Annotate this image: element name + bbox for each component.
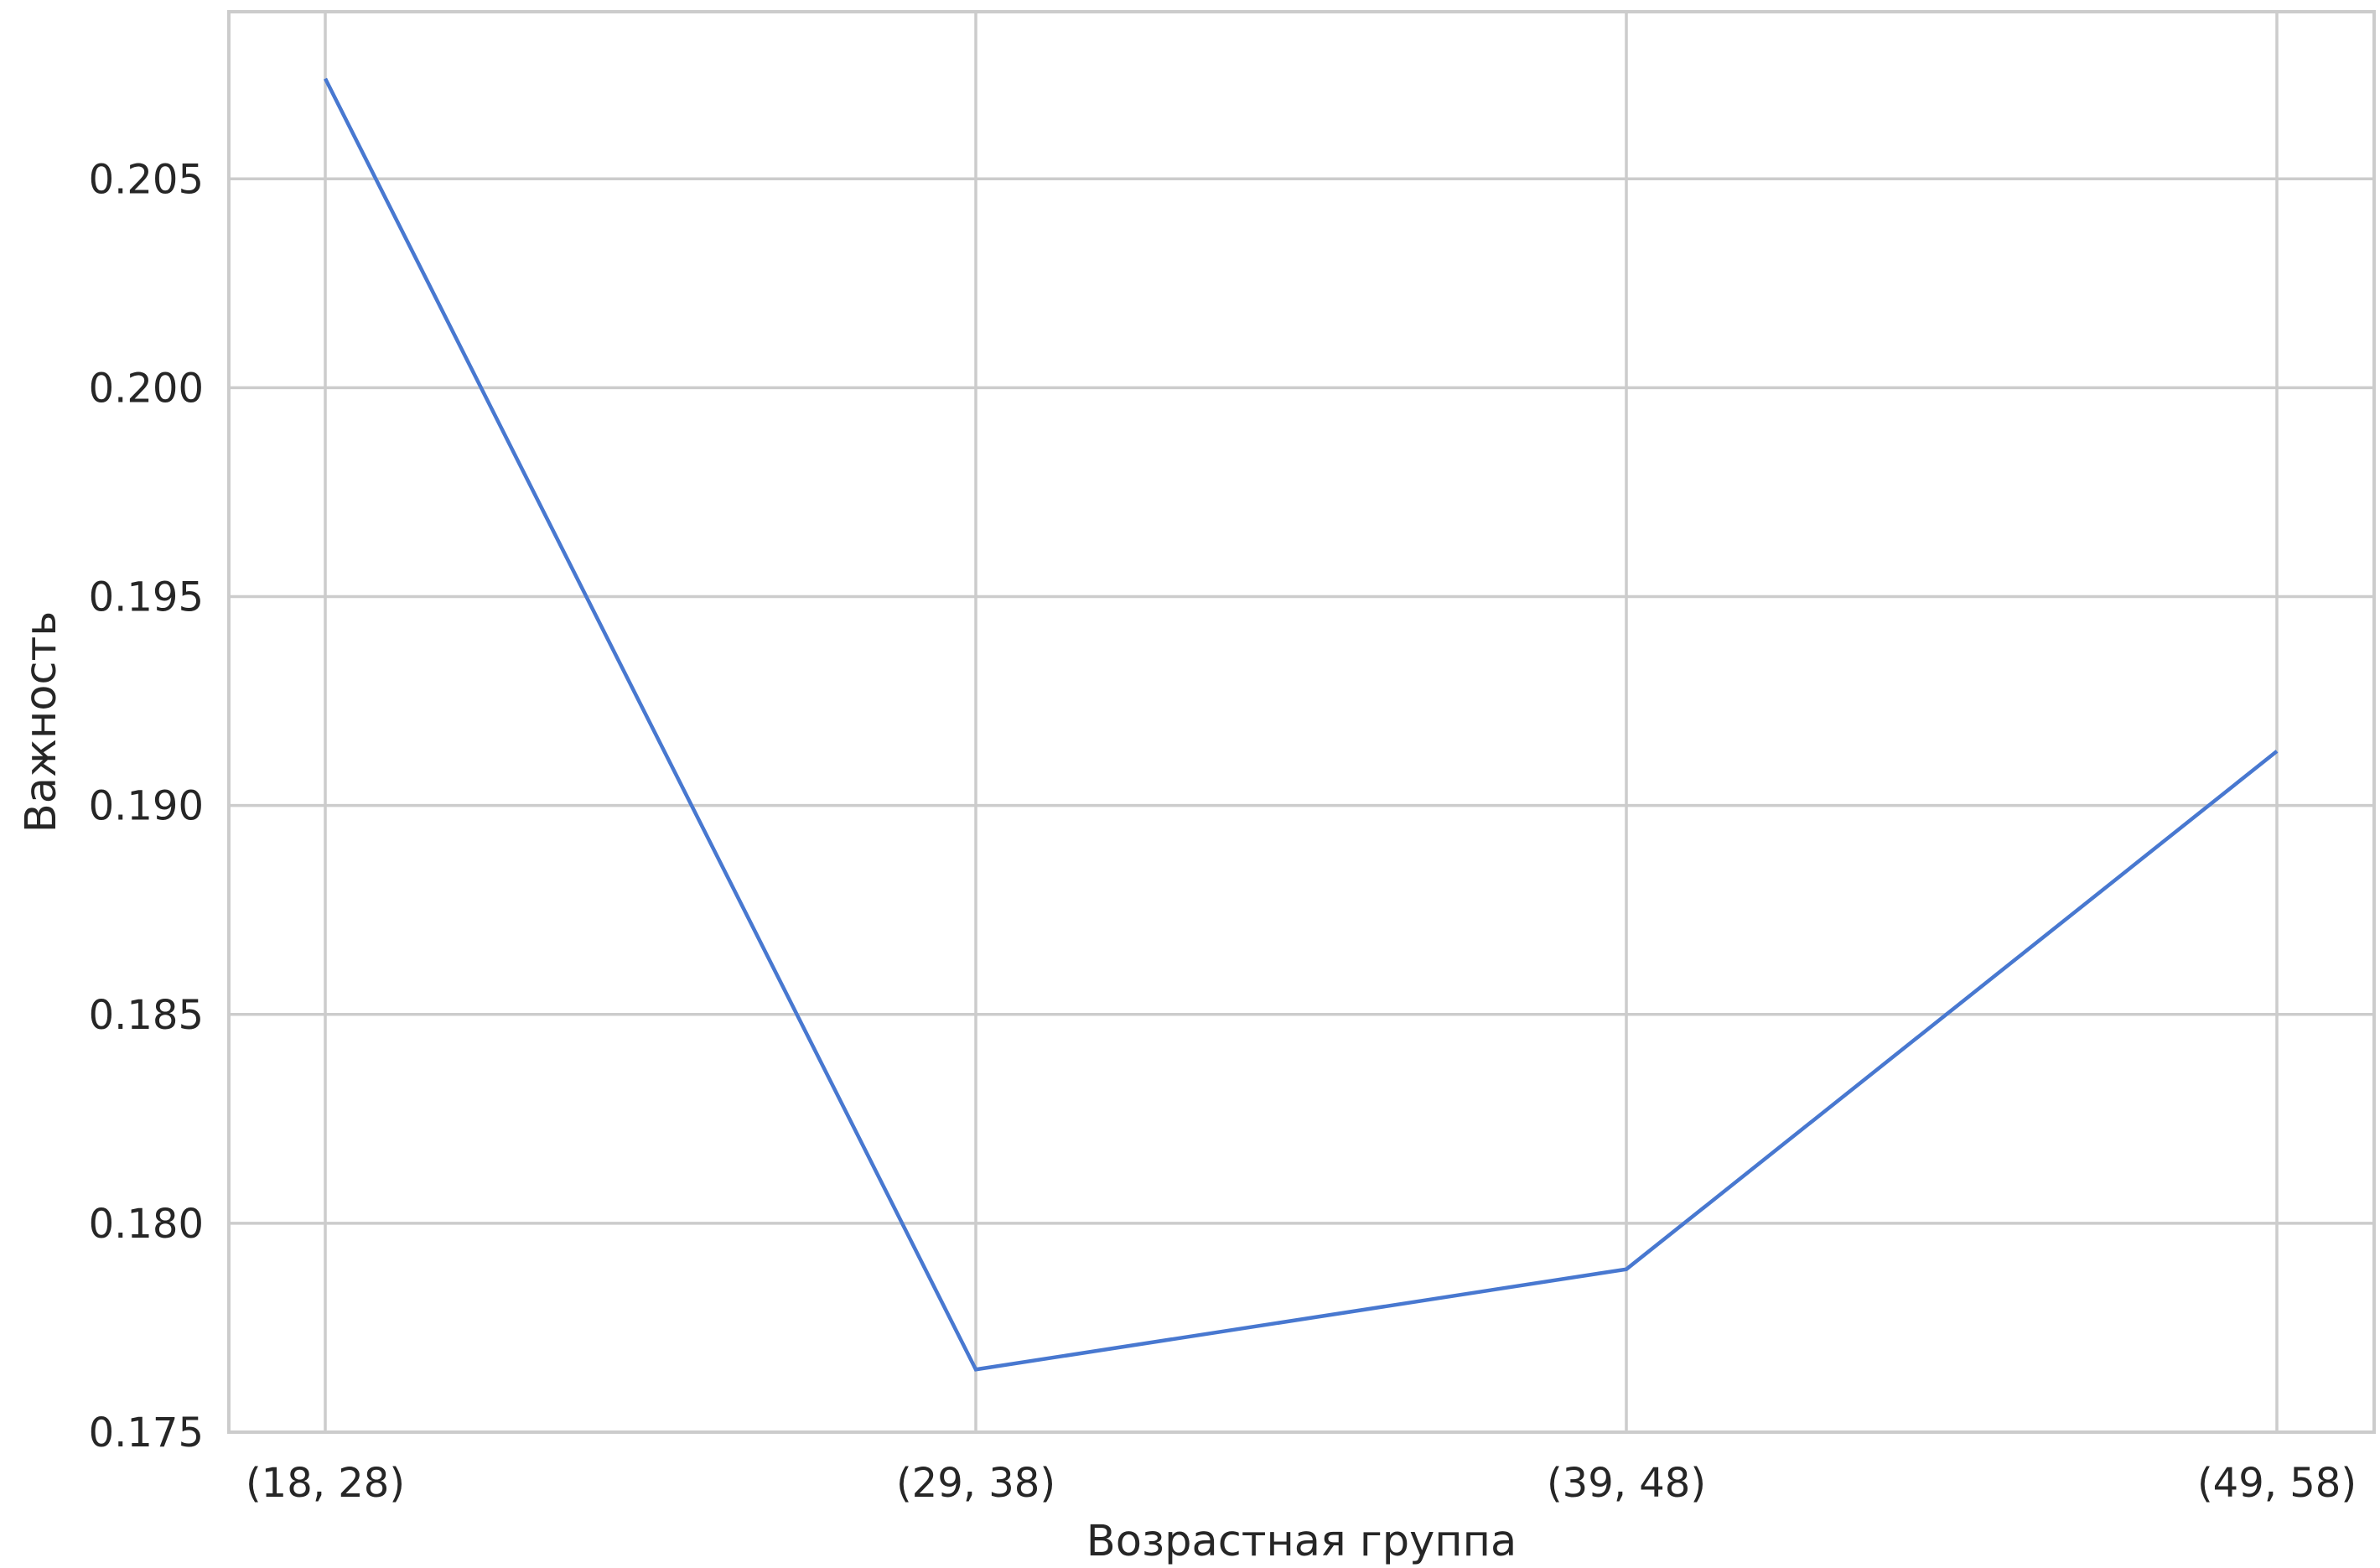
y-tick-label: 0.205	[89, 156, 204, 203]
x-tick-label: (39, 48)	[1547, 1460, 1706, 1507]
grid	[229, 12, 2374, 1434]
y-tick-label: 0.185	[89, 992, 204, 1039]
y-tick-label: 0.195	[89, 574, 204, 621]
series-layer	[323, 77, 2279, 1372]
x-tick-label: (49, 58)	[2197, 1460, 2357, 1507]
y-tick-label: 0.175	[89, 1410, 204, 1456]
y-tick-label: 0.200	[89, 365, 204, 412]
x-axis-label: Возрастная группа	[1086, 1517, 1517, 1566]
y-axis-label: Важность	[17, 611, 66, 833]
series-line	[323, 77, 2279, 1372]
plot-frame	[227, 10, 2376, 1434]
y-tick-label: 0.190	[89, 783, 204, 830]
x-tick-label: (18, 28)	[246, 1460, 405, 1507]
x-tick-label: (29, 38)	[896, 1460, 1055, 1507]
x-tick-labels: (18, 28) (29, 38) (39, 48) (49, 58)	[246, 1460, 2357, 1507]
y-tick-label: 0.180	[89, 1201, 204, 1248]
y-tick-labels: 0.175 0.180 0.185 0.190 0.195 0.200 0.205	[89, 156, 204, 1456]
